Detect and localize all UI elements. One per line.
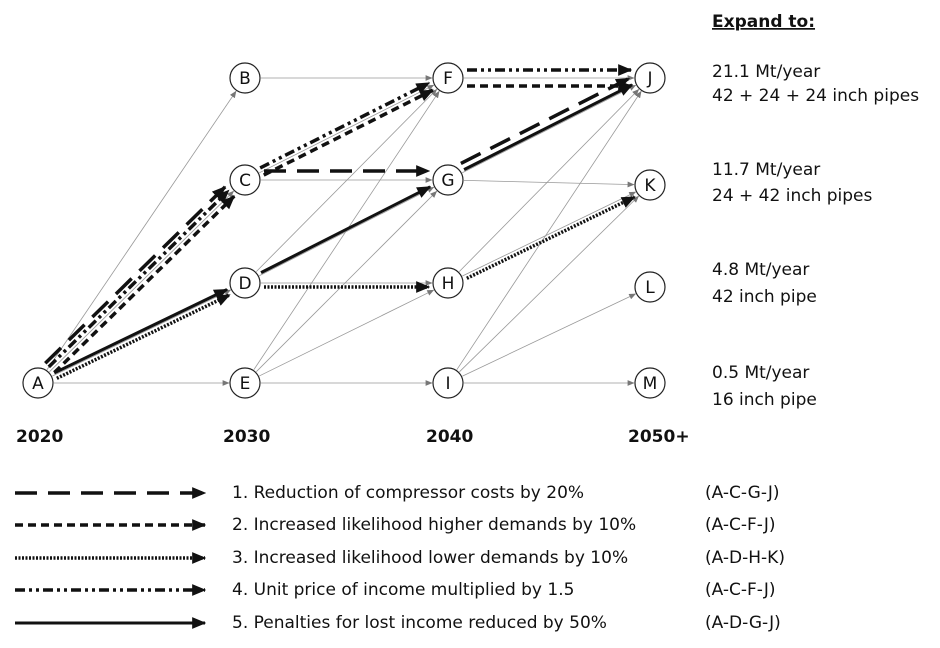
node-circle [432,367,464,399]
year-label: 2020 [16,427,63,447]
year-label: 2030 [223,427,270,447]
expand-title: Expand to: [712,12,815,32]
edge [259,186,435,277]
legend-path: (A-D-H-K) [705,548,785,568]
node-circle [229,267,261,299]
node: L [634,271,666,303]
node-label: B [239,69,251,89]
scenario-arrow [44,185,227,365]
node: K [634,169,666,201]
node: H [432,267,464,299]
legend-text: 5. Penalties for lost income reduced by … [232,613,607,633]
node: G [432,164,464,196]
legend-text: 1. Reduction of compressor costs by 20% [232,483,584,503]
node-label: L [645,278,655,298]
node: A [22,367,54,399]
edges [46,75,642,386]
node-circle [634,271,666,303]
edge [462,84,637,174]
capacity: 21.1 Mt/year [712,62,820,82]
legend-path: (A-C-F-J) [705,515,776,535]
node-label: H [442,274,455,294]
edge [458,88,640,272]
node-label: M [643,374,658,394]
node-circle [229,367,261,399]
legend-path: (A-C-G-J) [705,483,780,503]
node-label: A [32,374,44,394]
capacity: 4.8 Mt/year [712,260,809,280]
node-circle [432,267,464,299]
pipes: 16 inch pipe [712,390,817,410]
edge [49,190,234,373]
edge [459,195,639,373]
edge [52,289,232,377]
node-label: F [443,69,453,89]
node-label: K [644,176,656,196]
edge [456,90,642,370]
node-label: I [445,374,450,394]
scenario-arrow [53,288,229,375]
node-circle [432,164,464,196]
scenario-arrow [53,194,236,374]
node: I [432,367,464,399]
pipes: 24 + 42 inch pipes [712,186,873,206]
scenario-arrow [259,81,431,170]
scenario-paths [44,64,636,380]
scenario-arrow [460,76,631,165]
node: M [634,367,666,399]
node-circle [634,169,666,201]
pipes: 42 inch pipe [712,287,817,307]
node: B [229,62,261,94]
scenario-arrow [260,185,432,274]
edge [462,293,637,377]
capacity: 11.7 Mt/year [712,160,820,180]
scenario-arrow [56,293,231,380]
legend-path: (A-C-F-J) [705,580,776,600]
labels: 2020 2030 2040 2050+ Expand to: 21.1 Mt/year 4… [15,12,919,633]
nodes: A B C D E F G H I J K L M [22,62,666,399]
legend-path: (A-D-G-J) [705,613,781,633]
edge [462,191,637,277]
node: C [229,164,261,196]
edge [255,88,438,272]
node: E [229,367,261,399]
scenario-arrow [47,189,230,369]
year-label: 2050+ [628,427,690,447]
node-circle [634,367,666,399]
edge [256,190,438,372]
node: F [432,62,464,94]
scenario-arrow [262,88,434,177]
node-circle [634,62,666,94]
node-circle [229,164,261,196]
edge [463,179,635,188]
legend-text: 2. Increased likelihood higher demands b… [232,515,636,535]
node-label: J [646,69,652,89]
edge [46,90,237,370]
node: D [229,267,261,299]
edge [259,289,435,377]
pipes: 42 + 24 + 24 inch pipes [712,86,919,106]
node-circle [229,62,261,94]
node-label: C [239,171,251,191]
legend-text: 3. Increased likelihood lower demands by… [232,548,628,568]
year-label: 2040 [426,427,473,447]
edge [259,84,435,174]
scenario-arrow [466,195,636,280]
node-label: G [441,171,454,191]
capacity: 0.5 Mt/year [712,363,809,383]
node-label: D [238,274,251,294]
node-label: E [240,374,251,394]
node: J [634,62,666,94]
scenario-arrow [463,83,634,171]
node-circle [22,367,54,399]
node-circle [432,62,464,94]
legend-text: 4. Unit price of income multiplied by 1.… [232,580,574,600]
